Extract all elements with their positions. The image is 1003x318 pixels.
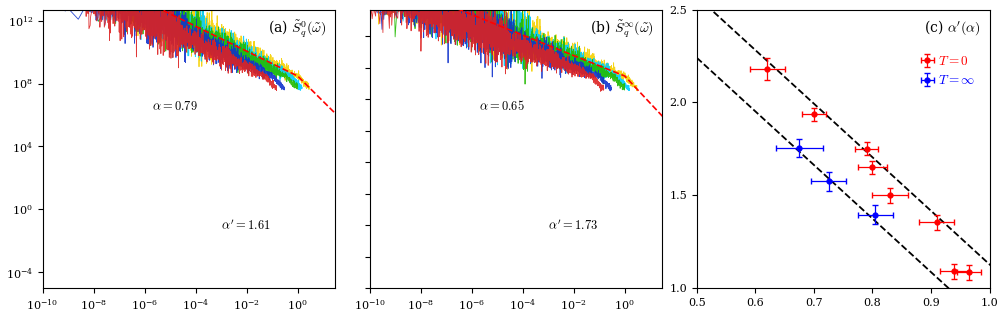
Legend: $T = 0$, $T = \infty$: $T = 0$, $T = \infty$ [916,50,979,93]
Text: (b) $\tilde{S}^{\infty}_q(\tilde{\omega})$: (b) $\tilde{S}^{\infty}_q(\tilde{\omega}… [589,18,653,40]
Text: $\alpha^{\prime} = 1.61$: $\alpha^{\prime} = 1.61$ [221,218,271,233]
Text: (c) $\alpha^{\prime}(\alpha)$: (c) $\alpha^{\prime}(\alpha)$ [923,18,980,37]
Text: $\alpha^{\prime} = 1.73$: $\alpha^{\prime} = 1.73$ [548,218,598,233]
Text: $\alpha = 0.79$: $\alpha = 0.79$ [152,100,198,113]
Text: $\alpha = 0.65$: $\alpha = 0.65$ [479,99,525,113]
Text: (a) $\tilde{S}^0_q(\tilde{\omega})$: (a) $\tilde{S}^0_q(\tilde{\omega})$ [268,18,326,40]
